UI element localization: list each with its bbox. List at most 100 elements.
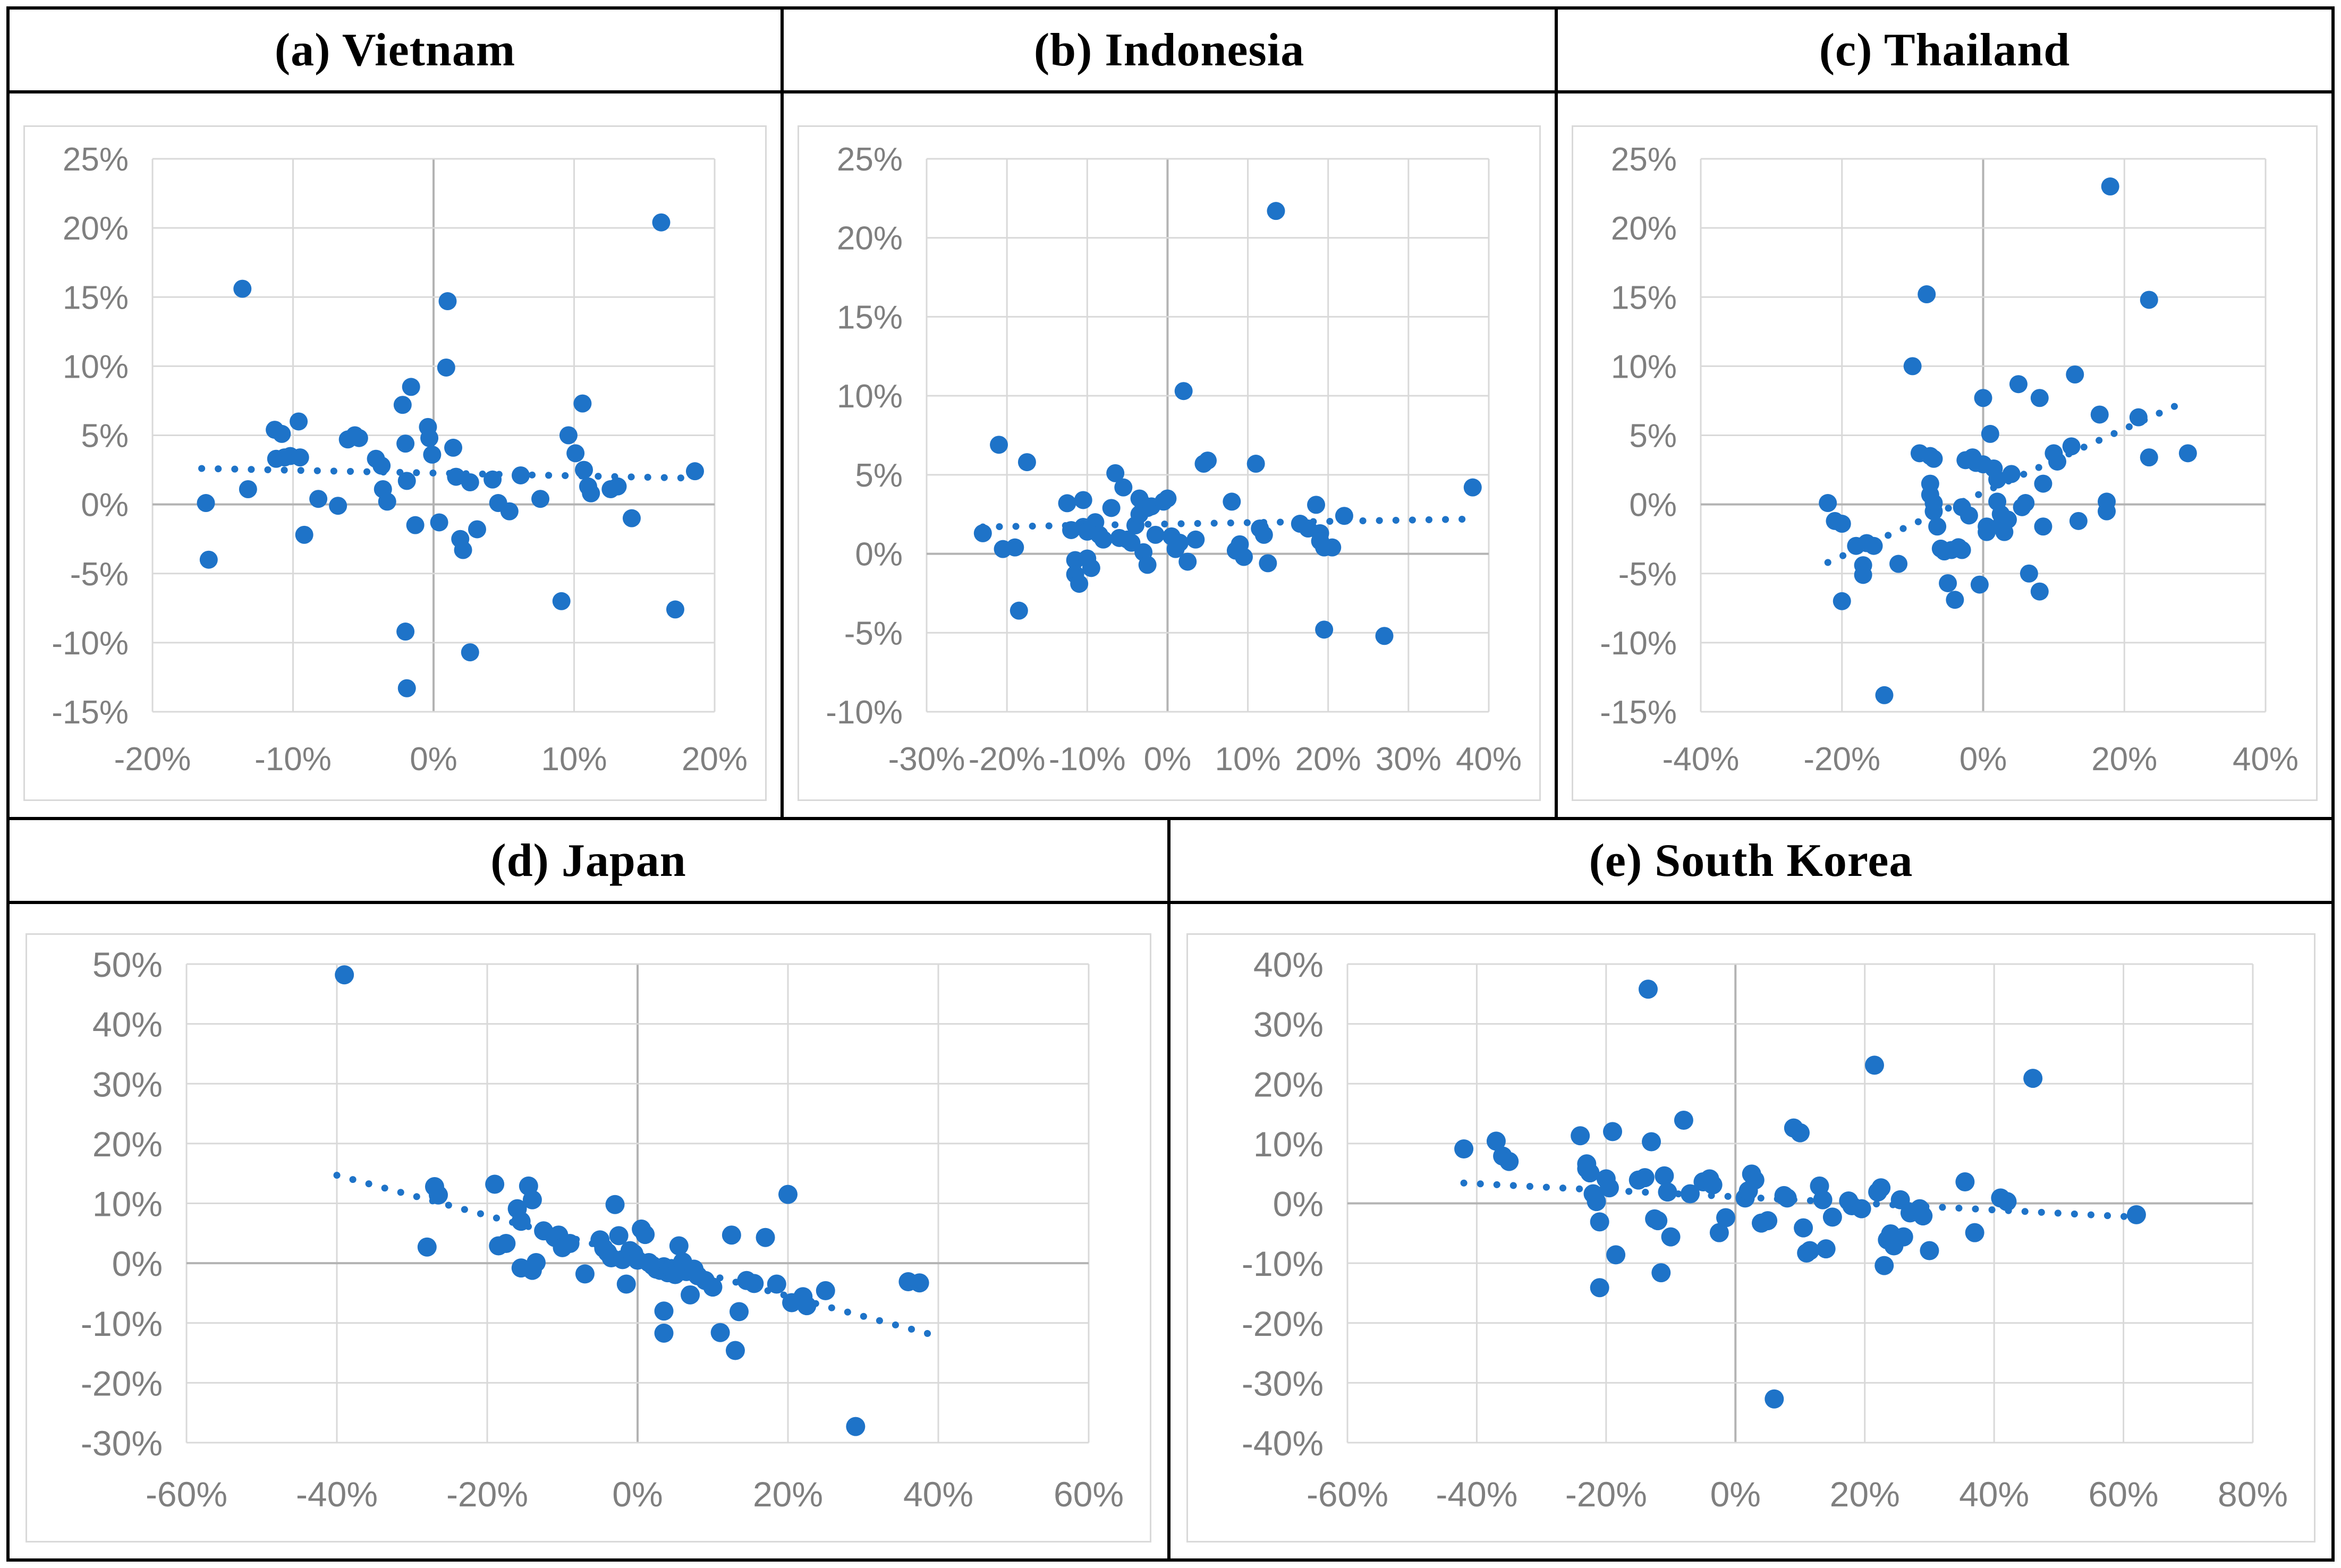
- y-tick-label: 10%: [837, 378, 903, 415]
- x-tick-label: 10%: [541, 741, 607, 778]
- scatter-point: [575, 1264, 595, 1284]
- y-tick-label: -5%: [1618, 556, 1677, 593]
- x-tick-label: -60%: [146, 1475, 227, 1514]
- scatter-point: [1642, 1132, 1661, 1152]
- scatter-point: [616, 1274, 636, 1294]
- scatter-point: [1094, 530, 1113, 549]
- scatter-point: [1307, 496, 1326, 514]
- x-tick-label: 20%: [1830, 1475, 1900, 1514]
- scatter-point: [1571, 1126, 1590, 1146]
- x-tick-label: 0%: [1144, 741, 1192, 778]
- scatter-point: [797, 1296, 817, 1316]
- scatter-point: [1259, 554, 1277, 573]
- scatter-point: [233, 279, 252, 298]
- scatter-point: [1875, 1256, 1894, 1275]
- x-tick-label: -40%: [1663, 741, 1740, 778]
- scatter-point: [406, 516, 425, 534]
- y-tick-label: -15%: [1600, 694, 1677, 731]
- y-tick-label: 20%: [837, 220, 903, 257]
- scatter-point: [2023, 1069, 2043, 1088]
- panel-title-thailand: (c) Thailand: [1819, 24, 2071, 76]
- scatter-point: [2140, 291, 2158, 309]
- x-tick-label: -20%: [114, 741, 191, 778]
- y-tick-label: 0%: [1629, 487, 1677, 524]
- panel-thailand: (c) Thailand -40% -20% 0% 20% 40% -15% -10% -5%…: [1558, 10, 2331, 820]
- scatter-point: [2090, 405, 2109, 424]
- scatter-point: [1999, 510, 2017, 529]
- scatter-point: [1924, 502, 1943, 521]
- scatter-point: [329, 497, 347, 515]
- scatter-point: [1017, 453, 1036, 472]
- chart-vietnam: -20% -10% 0% 10% 20% -15% -10% -5% 0% 5% 10% 15% 20%…: [23, 125, 767, 801]
- y-tick-label: 25%: [837, 141, 903, 178]
- scatter-point: [725, 1341, 745, 1360]
- scatter-point: [552, 592, 571, 610]
- scatter-point: [1590, 1278, 1609, 1298]
- y-tick-label: 25%: [1611, 141, 1677, 178]
- scatter-point: [669, 1236, 689, 1256]
- panel-title-indonesia: (b) Indonesia: [1033, 24, 1305, 76]
- scatter-point: [1988, 470, 2007, 489]
- scatter-point: [1864, 1055, 1884, 1075]
- y-tick-label: -5%: [844, 615, 903, 652]
- scatter-point: [372, 456, 391, 475]
- x-tick-label: 60%: [2089, 1475, 2159, 1514]
- trend-line: [1460, 1179, 2140, 1221]
- scatter-point: [1499, 1152, 1519, 1171]
- y-tick-label: 15%: [63, 279, 129, 316]
- scatter-point: [1833, 515, 1851, 533]
- scatter-point: [1235, 548, 1253, 566]
- scatter-point: [654, 1323, 674, 1343]
- scatter-point: [1960, 506, 1978, 525]
- x-tick-label: 20%: [1295, 741, 1361, 778]
- scatter-point: [1997, 1192, 2017, 1212]
- panel-indonesia: (b) Indonesia -30% -20% -10% 0% 10% 20% 30% 40%…: [784, 10, 1558, 820]
- scatter-point: [2140, 448, 2158, 467]
- x-tick-label: 20%: [753, 1475, 823, 1514]
- figure-top-row: (a) Vietnam -20% -10% 0% 10% 20% -15% -10% -5% 0…: [10, 10, 2331, 820]
- trend-line: [979, 515, 1477, 531]
- chart-cell-vietnam: -20% -10% 0% 10% 20% -15% -10% -5% 0% 5% 10% 15% 20%…: [10, 93, 781, 817]
- scatter-point: [1223, 492, 1241, 511]
- scatter-point: [1681, 1184, 1700, 1204]
- scatter-point: [199, 550, 218, 569]
- scatter-point: [609, 1226, 629, 1246]
- scatter-point: [378, 492, 396, 511]
- scatter-point: [2034, 517, 2052, 536]
- scatter-point: [756, 1228, 775, 1247]
- scatter-point: [1454, 1139, 1474, 1159]
- scatter-point: [1114, 478, 1133, 497]
- scatter-point: [1918, 285, 1936, 304]
- scatter-point: [1791, 1123, 1810, 1143]
- scatter-point: [1981, 424, 1999, 443]
- scatter-point: [1928, 517, 1947, 536]
- scatter-point: [1074, 491, 1092, 509]
- scatter-point: [1658, 1182, 1677, 1202]
- scatter-point: [608, 477, 627, 496]
- y-tick-label: 40%: [1253, 945, 1324, 984]
- scatter-point: [1974, 389, 1992, 407]
- chart-thailand: -40% -20% 0% 20% 40% -15% -10% -5% 0% 5% 10% 15% 20%…: [1572, 125, 2318, 801]
- scatter-point: [2020, 564, 2038, 583]
- scatter-point: [1965, 1223, 1984, 1242]
- chart-indonesia: -30% -20% -10% 0% 10% 20% 30% 40% -10% -5% 0% 5% 10%…: [798, 125, 1541, 801]
- x-tick-label: 40%: [1959, 1475, 2029, 1514]
- scatter-point: [511, 1212, 531, 1231]
- y-tick-label: -10%: [826, 694, 903, 731]
- scatter-point: [522, 1190, 542, 1209]
- y-tick-label: -30%: [81, 1424, 163, 1463]
- y-tick-label: -40%: [1242, 1424, 1324, 1463]
- scatter-point: [420, 429, 439, 447]
- scatter-point: [1315, 620, 1334, 639]
- chart-japan: -60% -40% -20% 0% 20% 40% 60% -30% -20% -10% 0% 10%…: [26, 933, 1151, 1543]
- scatter-point: [1813, 1190, 1833, 1209]
- scatter-point: [1335, 507, 1353, 525]
- x-tick-label: 0%: [1710, 1475, 1761, 1514]
- panel-japan: (d) Japan -60% -40% -20% 0% 20% 40% 60% -30% -20…: [10, 820, 1170, 1558]
- y-tick-label: -10%: [1600, 625, 1677, 662]
- panel-title-bar: (d) Japan: [10, 820, 1167, 904]
- scatter-point: [484, 470, 502, 489]
- scatter-point: [559, 426, 578, 445]
- y-tick-label: 0%: [112, 1244, 163, 1283]
- y-tick-label: 30%: [92, 1064, 163, 1104]
